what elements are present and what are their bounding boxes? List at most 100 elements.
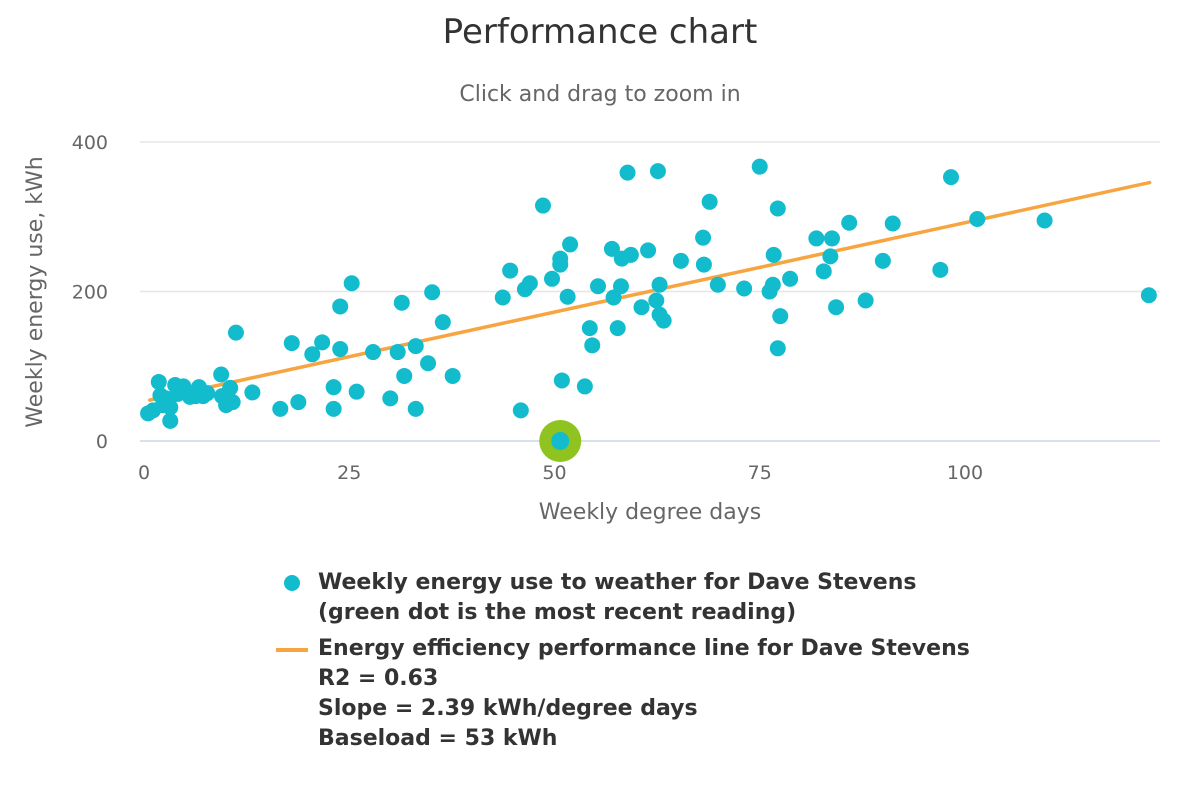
scatter-point: [150, 373, 167, 390]
scatter-point: [434, 314, 451, 331]
scatter-point: [695, 256, 712, 273]
legend-baseload: Baseload = 53 kWh: [318, 726, 558, 751]
scatter-point: [589, 278, 606, 295]
y-tick-label: 0: [96, 431, 108, 453]
scatter-point: [772, 308, 789, 325]
scatter-points: [140, 158, 1157, 429]
scatter-point: [764, 276, 781, 293]
scatter-point: [325, 400, 342, 417]
scatter-point: [655, 312, 672, 329]
legend-r2: R2 = 0.63: [318, 666, 439, 691]
scatter-point: [884, 215, 901, 232]
legend-label: Energy efficiency performance line for D…: [318, 636, 970, 661]
scatter-point: [1036, 212, 1053, 229]
scatter-point: [651, 276, 668, 293]
scatter-point: [332, 298, 349, 315]
scatter-point: [640, 242, 657, 259]
x-tick-label: 100: [947, 462, 983, 484]
scatter-point: [162, 399, 179, 416]
scatter-point: [633, 299, 650, 316]
scatter-point: [244, 384, 261, 401]
scatter-point: [1140, 287, 1157, 304]
scatter-point: [815, 263, 832, 280]
scatter-point: [494, 289, 511, 306]
scatter-point: [199, 385, 216, 402]
axes: 0 200 400 0 25 50 75 100: [72, 132, 1160, 484]
scatter-point: [393, 294, 410, 311]
scatter-point: [343, 275, 360, 292]
scatter-point: [521, 275, 538, 292]
scatter-point: [502, 262, 519, 279]
scatter-point: [444, 367, 461, 384]
scatter-point: [407, 400, 424, 417]
scatter-point: [765, 246, 782, 263]
scatter-point: [769, 200, 786, 217]
scatter-point: [544, 270, 561, 287]
scatter-point: [552, 256, 569, 273]
x-tick-label: 25: [337, 462, 361, 484]
scatter-point: [365, 344, 382, 361]
legend-item-scatter[interactable]: Weekly energy use to weather for Dave St…: [270, 568, 970, 628]
scatter-point: [751, 158, 768, 175]
scatter-point: [943, 169, 960, 186]
scatter-point: [283, 335, 300, 352]
scatter-point: [769, 340, 786, 357]
latest-reading-layer: [539, 420, 582, 462]
scatter-point: [348, 383, 365, 400]
scatter-point: [841, 214, 858, 231]
scatter-point: [304, 346, 321, 363]
scatter-point: [576, 378, 593, 395]
scatter-point: [622, 246, 639, 263]
x-tick-label: 50: [542, 462, 566, 484]
scatter-point: [619, 164, 636, 181]
scatter-point: [808, 230, 825, 247]
legend-slope: Slope = 2.39 kWh/degree days: [318, 696, 698, 721]
legend-label: Weekly energy use to weather for Dave St…: [318, 570, 917, 595]
latest-reading-point: [551, 432, 570, 450]
scatter-point: [407, 338, 424, 355]
scatter-point: [290, 394, 307, 411]
scatter-point: [534, 197, 551, 214]
legend-label-note: (green dot is the most recent reading): [318, 600, 797, 625]
scatter-point: [782, 270, 799, 287]
scatter-point: [382, 390, 399, 407]
legend-line-icon: [276, 648, 308, 652]
scatter-point: [227, 324, 244, 341]
scatter-point: [828, 299, 845, 316]
scatter-point: [325, 379, 342, 396]
scatter-point: [603, 240, 620, 257]
scatter-point: [649, 163, 666, 180]
scatter-point: [648, 292, 665, 309]
scatter-point: [512, 402, 529, 419]
legend-dot-icon: [284, 575, 300, 591]
scatter-point: [584, 337, 601, 354]
scatter-point: [932, 261, 949, 278]
scatter-point: [857, 292, 874, 309]
scatter-point: [822, 248, 839, 265]
legend-item-trend[interactable]: Energy efficiency performance line for D…: [270, 634, 970, 754]
scatter-point: [562, 236, 579, 253]
scatter-point: [424, 284, 441, 301]
scatter-point: [162, 412, 179, 429]
scatter-point: [332, 341, 349, 358]
x-tick-label: 75: [748, 462, 772, 484]
scatter-point: [709, 276, 726, 293]
scatter-point: [736, 280, 753, 297]
scatter-point: [213, 366, 230, 383]
scatter-point: [969, 210, 986, 227]
scatter-point: [609, 320, 626, 337]
chart-title: Performance chart: [442, 12, 758, 52]
scatter-point: [396, 367, 413, 384]
scatter-point: [420, 355, 437, 372]
scatter-point: [672, 252, 689, 269]
y-tick-label: 200: [72, 282, 108, 304]
scatter-point: [224, 394, 241, 411]
scatter-point: [701, 193, 718, 210]
scatter-point: [272, 400, 289, 417]
scatter-point: [389, 344, 406, 361]
y-axis-title: Weekly energy use, kWh: [23, 156, 48, 427]
chart-subtitle: Click and drag to zoom in: [459, 82, 741, 107]
x-axis-title: Weekly degree days: [539, 500, 761, 525]
y-tick-label: 400: [72, 132, 108, 154]
